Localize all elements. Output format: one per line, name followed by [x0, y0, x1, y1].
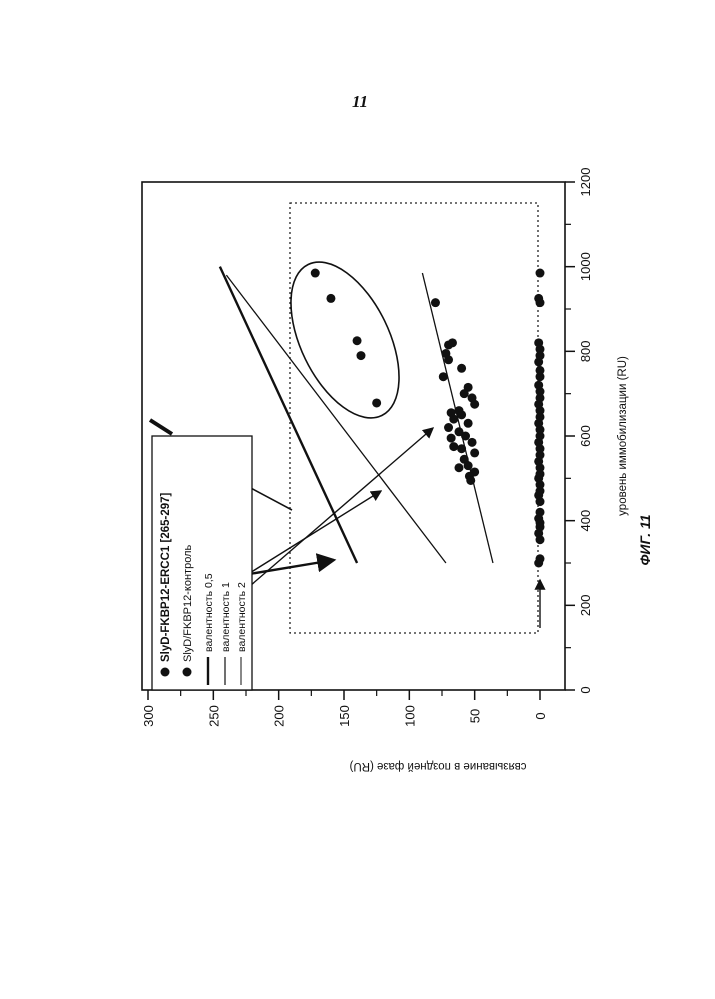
data-point-series-1 — [460, 389, 469, 398]
y-tick-label: 150 — [337, 705, 352, 727]
data-point-series-1 — [431, 298, 440, 307]
data-point-series-1 — [353, 336, 362, 345]
data-point-series-1 — [457, 410, 466, 419]
legend-label-valence-2: валентность 2 — [236, 582, 248, 652]
highlight-dotted-box — [290, 203, 538, 633]
x-tick-label: 1200 — [578, 168, 593, 197]
x-tick-label: 200 — [578, 594, 593, 616]
data-point-series-1 — [326, 294, 335, 303]
data-point-series-1 — [470, 448, 479, 457]
data-point-series-1 — [457, 444, 466, 453]
data-point-series-1 — [448, 338, 457, 347]
y-tick-label: 0 — [533, 712, 548, 719]
data-point-series-2 — [536, 508, 545, 517]
legend-marker-series-2 — [183, 668, 192, 677]
legend-label-series-1: SlyD-FKBP12-ERCC1 [265-297] — [160, 492, 172, 662]
y-tick-label: 100 — [402, 705, 417, 727]
data-point-series-1 — [444, 423, 453, 432]
x-tick-label: 0 — [578, 686, 593, 693]
legend-marker-series-1 — [161, 668, 170, 677]
x-tick-label: 800 — [578, 340, 593, 362]
data-point-series-1 — [466, 476, 475, 485]
data-point-series-1 — [439, 372, 448, 381]
data-point-series-1 — [454, 427, 463, 436]
data-point-series-2 — [536, 366, 545, 375]
data-point-series-2 — [534, 294, 543, 303]
arrow-valence-2 — [243, 428, 433, 592]
x-tick-label: 400 — [578, 510, 593, 532]
highlight-ellipse — [269, 245, 422, 435]
legend-label-valence-0-5: валентность 0,5 — [203, 573, 215, 652]
line-fragment — [247, 486, 292, 510]
line-fragment — [150, 420, 172, 434]
data-point-series-1 — [454, 463, 463, 472]
data-point-series-1 — [447, 408, 456, 417]
data-point-series-2 — [536, 554, 545, 563]
data-point-series-2 — [536, 269, 545, 278]
x-tick-label: 600 — [578, 425, 593, 447]
data-point-series-1 — [447, 434, 456, 443]
legend-label-valence-1: валентность 1 — [220, 582, 232, 652]
data-points — [311, 269, 545, 568]
y-tick-label: 200 — [272, 705, 287, 727]
data-point-series-1 — [449, 442, 458, 451]
data-point-series-1 — [468, 438, 477, 447]
data-point-series-1 — [356, 351, 365, 360]
y-tick-label: 50 — [468, 709, 483, 723]
x-tick-label: 1000 — [578, 252, 593, 281]
annotation-arrows — [213, 428, 540, 628]
figure-caption: ФИГ. 11 — [637, 514, 653, 565]
data-point-series-2 — [534, 381, 543, 390]
legend: SlyD-FKBP12-ERCC1 [265-297] SlyD/FKBP12-… — [152, 436, 252, 690]
data-point-series-1 — [464, 461, 473, 470]
data-point-series-1 — [372, 398, 381, 407]
data-point-series-1 — [464, 419, 473, 428]
data-point-series-1 — [470, 400, 479, 409]
legend-label-series-2: SlyD/FKBP12-контроль — [182, 545, 194, 662]
x-axis-label: уровень иммобилизации (RU) — [617, 356, 629, 516]
y-tick-label: 300 — [141, 705, 156, 727]
data-point-series-1 — [444, 355, 453, 364]
data-point-series-1 — [457, 364, 466, 373]
y-axis-label: связывание в поздней фазе (RU) — [349, 760, 526, 772]
y-tick-label: 250 — [206, 705, 221, 727]
data-point-series-1 — [311, 269, 320, 278]
data-point-series-2 — [534, 338, 543, 347]
